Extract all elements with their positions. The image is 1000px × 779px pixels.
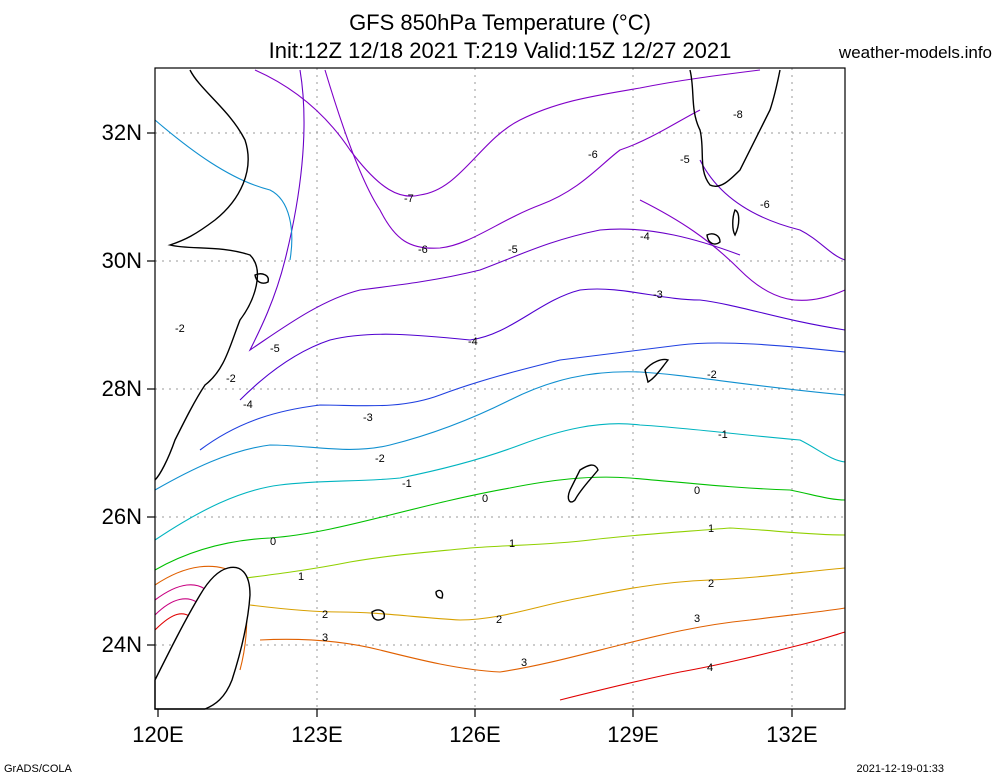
lon-label-129e: 129E [607,722,659,747]
contour-label: -5 [680,154,690,166]
sakishima-a [371,609,386,621]
lon-label-126e: 126E [449,722,501,747]
kyushu [689,69,781,187]
tanegashima [732,209,740,237]
amami [644,358,670,384]
coastlines [154,69,781,710]
contour-minus2b [154,371,846,491]
yakushima [706,233,721,245]
taiwan [154,566,251,710]
contour-minus2a [154,119,293,261]
contour-label: 2 [496,614,502,626]
lon-label-132e: 132E [766,722,818,747]
contour-label: -2 [375,453,385,465]
contour-2 [249,567,846,621]
chart-title: GFS 850hPa Temperature (°C) [349,10,651,35]
contour-label: 2 [708,578,714,590]
contour-label: -4 [243,399,253,411]
okinawa [567,464,599,503]
contour-minus6 [324,69,701,249]
contour-label: 0 [482,493,488,505]
lon-label-123e: 123E [291,722,343,747]
contour-label: 1 [298,571,304,583]
site-label[interactable]: weather-models.info [838,43,992,62]
contour-label: 2 [322,609,328,621]
contour-minus3 [199,342,846,451]
contour-minus5b [699,159,846,261]
contour-label: -4 [640,231,650,243]
temperature-contours [154,69,846,710]
contour-label: 1 [708,523,714,535]
lat-label-32n: 32N [101,120,142,145]
contour-label: 3 [322,632,328,644]
contour-label: -5 [508,244,518,256]
sakishima-b [435,589,444,599]
contour-label: -3 [653,289,663,301]
axis-ticks [147,132,793,717]
contour-label: -2 [226,373,236,385]
contour-minus5 [248,69,741,352]
contour-4 [559,631,846,701]
contour-label: -6 [588,149,598,161]
contour-minus4 [239,288,846,401]
contour-label: -6 [418,244,428,256]
lat-label-30n: 30N [101,248,142,273]
graticule [155,68,845,709]
contour-label: 4 [707,662,713,674]
contour-label: -4 [468,336,478,348]
contour-label: -7 [404,193,414,205]
contour-label: 0 [694,485,700,497]
contour-label: 1 [509,538,515,550]
chart-subtitle: Init:12Z 12/18 2021 T:219 Valid:15Z 12/2… [268,38,732,63]
contour-label-layer: -8 -7 -6 -6 -6 -5 -5 -5 -4 -4 -4 -3 -3 -… [175,109,770,674]
contour-label: -3 [363,412,373,424]
contour-label: -5 [270,343,280,355]
contour-minus6b [639,199,846,301]
contour-minus7 [254,69,761,197]
contour-label: 3 [521,657,527,669]
contour-label: 3 [694,613,700,625]
contour-label: -2 [707,369,717,381]
contour-label: -6 [760,199,770,211]
contour-label: -1 [402,478,412,490]
contour-0 [154,476,846,571]
contour-label: -8 [733,109,743,121]
china-coast [154,69,259,481]
contour-label: -1 [718,429,728,441]
footer-software-label: GrADS/COLA [4,763,72,775]
lat-label-26n: 26N [101,504,142,529]
lat-label-28n: 28N [101,376,142,401]
contour-3 [259,607,846,673]
contour-minus1 [154,423,846,541]
lon-label-120e: 120E [132,722,184,747]
lat-label-24n: 24N [101,632,142,657]
contour-1 [229,527,846,581]
zhoushan [254,273,269,284]
contour-label: 0 [270,536,276,548]
contour-label: -2 [175,323,185,335]
footer-timestamp: 2021-12-19-01:33 [856,763,944,775]
